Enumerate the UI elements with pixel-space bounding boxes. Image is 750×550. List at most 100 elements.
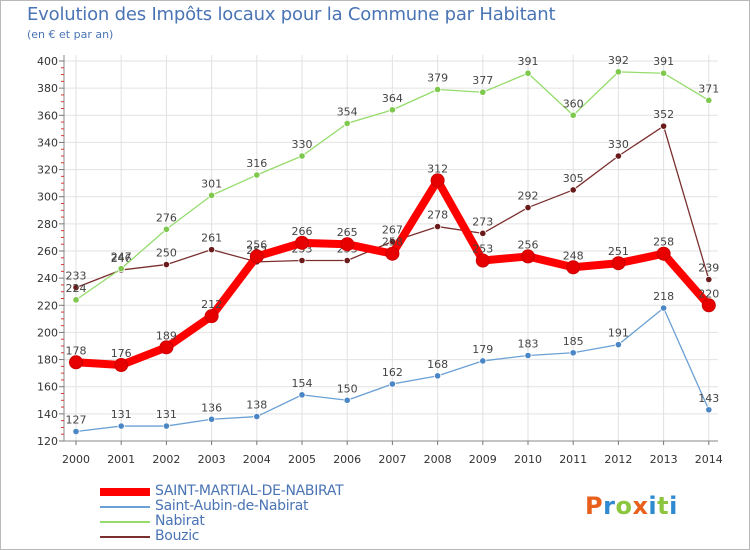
- data-point-saint-aubin-de-nabirat: [162, 422, 170, 430]
- chart-title: Evolution des Impôts locaux pour la Comm…: [27, 4, 556, 25]
- data-label-saint-martial-de-nabirat: 265: [337, 226, 358, 239]
- x-tick-label: 2002: [152, 453, 180, 466]
- data-point-saint-martial-de-nabirat: [656, 246, 671, 261]
- data-point-saint-martial-de-nabirat: [295, 235, 309, 250]
- data-label-nabirat: 391: [518, 55, 539, 68]
- data-label-nabirat: 377: [472, 74, 493, 87]
- data-point-nabirat: [117, 265, 125, 273]
- y-tick-label: 320: [37, 164, 58, 177]
- data-point-saint-aubin-de-nabirat: [614, 341, 623, 349]
- legend-swatch: [100, 488, 150, 496]
- x-tick-label: 2013: [650, 453, 678, 466]
- data-point-nabirat: [659, 69, 668, 77]
- data-point-saint-aubin-de-nabirat: [433, 372, 442, 380]
- x-tick-label: 2008: [424, 453, 452, 466]
- logo-letter: t: [657, 492, 670, 520]
- data-point-bouzic: [208, 246, 216, 254]
- data-point-bouzic: [524, 203, 532, 212]
- y-tick-label: 180: [37, 354, 58, 367]
- data-point-saint-martial-de-nabirat: [249, 249, 264, 264]
- data-label-saint-martial-de-nabirat: 256: [246, 238, 267, 251]
- data-point-saint-martial-de-nabirat: [204, 309, 219, 324]
- data-point-bouzic: [659, 122, 668, 130]
- data-label-saint-aubin-de-nabirat: 150: [337, 382, 358, 395]
- data-label-saint-aubin-de-nabirat: 183: [518, 338, 539, 351]
- data-point-saint-aubin-de-nabirat: [479, 357, 487, 365]
- x-tick-label: 2001: [107, 453, 135, 466]
- data-label-saint-martial-de-nabirat: 253: [472, 243, 493, 256]
- data-label-bouzic: 330: [608, 138, 629, 151]
- data-point-saint-aubin-de-nabirat: [253, 412, 261, 421]
- data-point-saint-martial-de-nabirat: [385, 246, 400, 261]
- legend-swatch: [100, 506, 150, 508]
- x-tick-label: 2003: [198, 453, 226, 466]
- logo-letter: o: [615, 492, 633, 520]
- data-point-nabirat: [343, 119, 351, 128]
- data-point-nabirat: [253, 171, 261, 179]
- data-label-bouzic: 250: [156, 247, 177, 260]
- data-label-bouzic: 305: [563, 172, 584, 185]
- data-point-saint-martial-de-nabirat: [475, 253, 490, 268]
- data-point-saint-aubin-de-nabirat: [72, 427, 80, 436]
- data-point-saint-martial-de-nabirat: [114, 358, 129, 372]
- data-label-saint-martial-de-nabirat: 258: [382, 236, 403, 249]
- data-label-bouzic: 292: [518, 190, 539, 203]
- data-label-saint-martial-de-nabirat: 312: [427, 162, 448, 175]
- data-label-nabirat: 276: [156, 211, 177, 224]
- y-tick-label: 300: [37, 191, 58, 204]
- y-tick-label: 220: [37, 299, 58, 312]
- data-label-saint-aubin-de-nabirat: 143: [698, 392, 719, 405]
- data-point-saint-martial-de-nabirat: [611, 256, 626, 271]
- x-tick-label: 2005: [288, 453, 316, 466]
- data-label-saint-martial-de-nabirat: 176: [111, 347, 132, 360]
- data-point-nabirat: [479, 88, 487, 96]
- y-tick-label: 340: [37, 136, 58, 149]
- data-point-nabirat: [524, 69, 532, 77]
- data-point-nabirat: [388, 106, 396, 114]
- data-label-bouzic: 273: [472, 215, 493, 228]
- data-point-saint-martial-de-nabirat: [521, 249, 535, 264]
- legend-swatch: [100, 521, 150, 523]
- logo-letter: r: [603, 492, 616, 520]
- data-label-saint-martial-de-nabirat: 266: [292, 225, 313, 238]
- data-point-saint-martial-de-nabirat: [69, 355, 83, 370]
- legend-label: SAINT-MARTIAL-DE-NABIRAT: [155, 483, 344, 499]
- y-tick-label: 260: [37, 245, 58, 258]
- data-label-bouzic: 239: [698, 262, 719, 275]
- data-point-bouzic: [479, 229, 487, 237]
- x-tick-label: 2012: [604, 453, 632, 466]
- data-label-nabirat: 224: [66, 282, 87, 295]
- data-point-bouzic: [569, 186, 577, 194]
- chart-subtitle: (en € et par an): [27, 28, 114, 41]
- data-label-bouzic: 246: [111, 252, 132, 265]
- data-point-nabirat: [614, 68, 623, 76]
- data-label-nabirat: 354: [337, 105, 358, 118]
- data-label-saint-aubin-de-nabirat: 127: [66, 414, 87, 427]
- data-point-nabirat: [569, 111, 577, 119]
- x-tick-label: 2014: [695, 453, 723, 466]
- data-label-bouzic: 352: [653, 108, 674, 121]
- data-point-saint-martial-de-nabirat: [701, 298, 716, 313]
- data-point-saint-aubin-de-nabirat: [388, 380, 396, 388]
- logo-letter: x: [632, 492, 649, 520]
- y-tick-label: 400: [37, 55, 58, 68]
- data-label-nabirat: 360: [563, 97, 584, 110]
- data-label-bouzic: 233: [66, 270, 87, 283]
- x-tick-label: 2000: [62, 453, 90, 466]
- data-label-nabirat: 247: [111, 251, 132, 264]
- data-label-saint-martial-de-nabirat: 258: [653, 236, 674, 249]
- y-tick-label: 360: [37, 109, 58, 122]
- legend-swatch: [100, 536, 150, 538]
- data-point-saint-aubin-de-nabirat: [117, 422, 125, 430]
- data-label-saint-martial-de-nabirat: 212: [201, 298, 222, 311]
- line-chart: 120 140 160 180 200 220 240 260 280 300 320 340 360 3…: [37, 54, 723, 466]
- y-tick-label: 280: [37, 218, 58, 231]
- legend-label: Saint-Aubin-de-Nabirat: [155, 498, 309, 514]
- data-point-bouzic: [343, 256, 351, 265]
- data-point-saint-aubin-de-nabirat: [343, 396, 351, 404]
- data-label-saint-aubin-de-nabirat: 168: [427, 358, 448, 371]
- x-tick-label: 2004: [243, 453, 271, 466]
- data-point-saint-martial-de-nabirat: [430, 173, 445, 188]
- data-label-saint-martial-de-nabirat: 251: [608, 245, 629, 258]
- data-point-nabirat: [72, 296, 80, 304]
